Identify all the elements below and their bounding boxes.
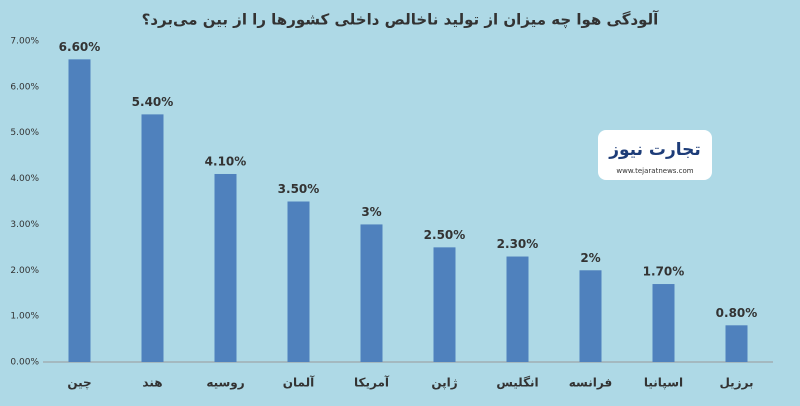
value-label: 2.30% <box>497 237 539 251</box>
y-tick-label: 0.00% <box>10 358 39 368</box>
y-tick-label: 7.00% <box>10 37 39 47</box>
y-tick-label: 2.00% <box>10 266 39 276</box>
value-label: 2% <box>580 251 600 265</box>
bar <box>141 114 164 362</box>
bar <box>579 270 602 362</box>
value-label: 6.60% <box>59 40 101 54</box>
x-tick-label: اسپانیا <box>644 376 683 390</box>
y-tick-label: 5.00% <box>10 128 39 138</box>
bar <box>68 59 91 362</box>
x-tick-label: فرانسه <box>569 376 612 390</box>
chart-title: آلودگی هوا چه میزان از تولید ناخالص داخل… <box>142 11 660 30</box>
bar <box>725 325 748 362</box>
logo-url: www.tejaratnews.com <box>616 167 693 175</box>
y-tick-label: 4.00% <box>10 174 39 184</box>
logo-box <box>598 130 712 180</box>
logo-brand: تجارت نیوز <box>608 140 701 160</box>
x-tick-label: ژاپن <box>431 376 457 390</box>
bar <box>287 201 310 362</box>
y-tick-label: 6.00% <box>10 82 39 92</box>
value-label: 0.80% <box>716 306 758 320</box>
bar <box>506 256 529 362</box>
bar <box>360 224 383 362</box>
y-tick-label: 3.00% <box>10 220 39 230</box>
x-tick-label: انگلیس <box>496 376 538 390</box>
x-tick-label: برزیل <box>719 376 753 390</box>
value-label: 3.50% <box>278 182 320 196</box>
x-tick-label: هند <box>142 376 162 390</box>
x-tick-label: آمریکا <box>354 375 390 390</box>
value-label: 1.70% <box>643 265 685 279</box>
bar <box>433 247 456 362</box>
y-tick-label: 1.00% <box>10 312 39 322</box>
value-label: 3% <box>361 205 381 219</box>
x-tick-label: چین <box>67 376 91 390</box>
bar <box>652 284 675 362</box>
x-tick-label: روسیه <box>206 376 244 391</box>
value-label: 2.50% <box>424 228 466 242</box>
bar <box>214 173 237 362</box>
x-tick-label: آلمان <box>283 375 315 390</box>
value-label: 4.10% <box>205 154 247 168</box>
value-label: 5.40% <box>132 95 174 109</box>
